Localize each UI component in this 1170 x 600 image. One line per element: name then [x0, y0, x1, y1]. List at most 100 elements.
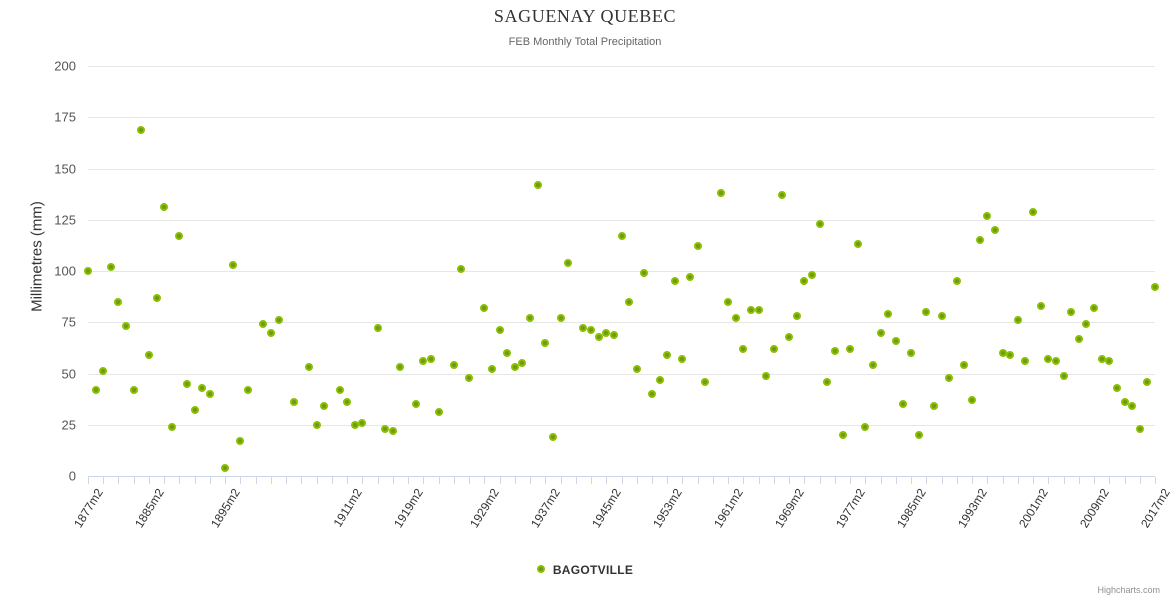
scatter-point[interactable]	[236, 437, 245, 446]
scatter-point[interactable]	[861, 422, 870, 431]
scatter-point[interactable]	[1128, 402, 1137, 411]
scatter-point[interactable]	[122, 322, 131, 331]
scatter-point[interactable]	[914, 431, 923, 439]
scatter-point[interactable]	[609, 330, 618, 339]
scatter-point[interactable]	[160, 203, 169, 212]
scatter-point[interactable]	[998, 349, 1007, 357]
scatter-point[interactable]	[564, 258, 573, 267]
scatter-point[interactable]	[106, 262, 115, 271]
scatter-point[interactable]	[929, 402, 938, 411]
scatter-point[interactable]	[823, 377, 832, 386]
scatter-point[interactable]	[838, 431, 847, 439]
scatter-point[interactable]	[91, 385, 100, 394]
scatter-point[interactable]	[1112, 383, 1121, 392]
scatter-point[interactable]	[952, 277, 961, 286]
scatter-point[interactable]	[1051, 357, 1060, 366]
scatter-point[interactable]	[190, 406, 199, 415]
scatter-point[interactable]	[686, 273, 695, 282]
scatter-point[interactable]	[350, 420, 359, 429]
scatter-point[interactable]	[1105, 357, 1114, 366]
scatter-point[interactable]	[922, 308, 931, 316]
scatter-point[interactable]	[960, 361, 969, 370]
scatter-point[interactable]	[830, 346, 839, 355]
scatter-point[interactable]	[526, 314, 535, 323]
scatter-point[interactable]	[305, 363, 314, 372]
scatter-point[interactable]	[579, 324, 588, 333]
scatter-point[interactable]	[487, 365, 496, 374]
scatter-point[interactable]	[587, 326, 595, 335]
scatter-point[interactable]	[388, 426, 397, 435]
scatter-point[interactable]	[853, 240, 862, 249]
scatter-point[interactable]	[1143, 377, 1152, 386]
scatter-point[interactable]	[937, 312, 946, 321]
scatter-point[interactable]	[1097, 355, 1106, 364]
scatter-point[interactable]	[373, 324, 382, 333]
scatter-point[interactable]	[266, 328, 275, 337]
scatter-point[interactable]	[434, 408, 443, 417]
scatter-point[interactable]	[663, 351, 672, 360]
scatter-point[interactable]	[968, 396, 977, 405]
scatter-point[interactable]	[632, 365, 641, 374]
scatter-point[interactable]	[701, 377, 710, 386]
scatter-point[interactable]	[335, 385, 344, 394]
scatter-point[interactable]	[625, 297, 634, 306]
scatter-point[interactable]	[1082, 320, 1091, 329]
scatter-point[interactable]	[800, 277, 809, 286]
scatter-point[interactable]	[426, 355, 435, 364]
scatter-point[interactable]	[724, 297, 733, 306]
scatter-point[interactable]	[1135, 424, 1144, 433]
scatter-point[interactable]	[320, 402, 329, 411]
scatter-point[interactable]	[381, 424, 390, 433]
scatter-point[interactable]	[754, 305, 763, 314]
scatter-point[interactable]	[228, 260, 237, 269]
scatter-point[interactable]	[876, 328, 885, 337]
scatter-point[interactable]	[617, 232, 626, 241]
scatter-point[interactable]	[647, 390, 656, 398]
scatter-point[interactable]	[533, 180, 542, 189]
scatter-point[interactable]	[815, 219, 824, 228]
scatter-point[interactable]	[762, 371, 771, 380]
scatter-point[interactable]	[548, 433, 557, 442]
scatter-point[interactable]	[1067, 308, 1076, 316]
scatter-point[interactable]	[274, 316, 283, 325]
scatter-point[interactable]	[84, 267, 92, 275]
scatter-point[interactable]	[465, 373, 474, 382]
scatter-point[interactable]	[602, 328, 611, 337]
scatter-point[interactable]	[244, 385, 253, 394]
scatter-point[interactable]	[983, 211, 992, 220]
scatter-point[interactable]	[114, 297, 123, 306]
scatter-point[interactable]	[792, 312, 801, 321]
scatter-point[interactable]	[449, 361, 458, 370]
scatter-point[interactable]	[640, 269, 649, 278]
scatter-point[interactable]	[510, 363, 519, 372]
scatter-point[interactable]	[594, 332, 603, 341]
scatter-point[interactable]	[129, 385, 138, 394]
scatter-point[interactable]	[1013, 316, 1022, 325]
legend-item-bagotville[interactable]: BAGOTVILLE	[536, 562, 633, 577]
scatter-point[interactable]	[975, 236, 984, 245]
scatter-point[interactable]	[899, 400, 908, 409]
scatter-point[interactable]	[1090, 303, 1099, 312]
scatter-point[interactable]	[343, 398, 352, 407]
scatter-point[interactable]	[480, 303, 489, 312]
scatter-point[interactable]	[358, 418, 367, 427]
scatter-point[interactable]	[312, 420, 321, 429]
scatter-point[interactable]	[541, 338, 550, 347]
scatter-point[interactable]	[777, 191, 786, 200]
scatter-point[interactable]	[891, 336, 900, 345]
scatter-point[interactable]	[259, 320, 268, 329]
scatter-point[interactable]	[869, 361, 877, 370]
scatter-point[interactable]	[655, 375, 664, 384]
scatter-point[interactable]	[144, 351, 153, 360]
scatter-point[interactable]	[198, 383, 207, 392]
scatter-point[interactable]	[693, 242, 702, 251]
scatter-point[interactable]	[152, 293, 161, 302]
scatter-point[interactable]	[396, 363, 405, 372]
scatter-point[interactable]	[411, 400, 420, 409]
scatter-point[interactable]	[747, 305, 756, 314]
scatter-point[interactable]	[731, 314, 740, 323]
scatter-point[interactable]	[1006, 351, 1015, 360]
scatter-point[interactable]	[678, 355, 687, 364]
scatter-point[interactable]	[495, 326, 504, 335]
scatter-point[interactable]	[769, 344, 778, 353]
